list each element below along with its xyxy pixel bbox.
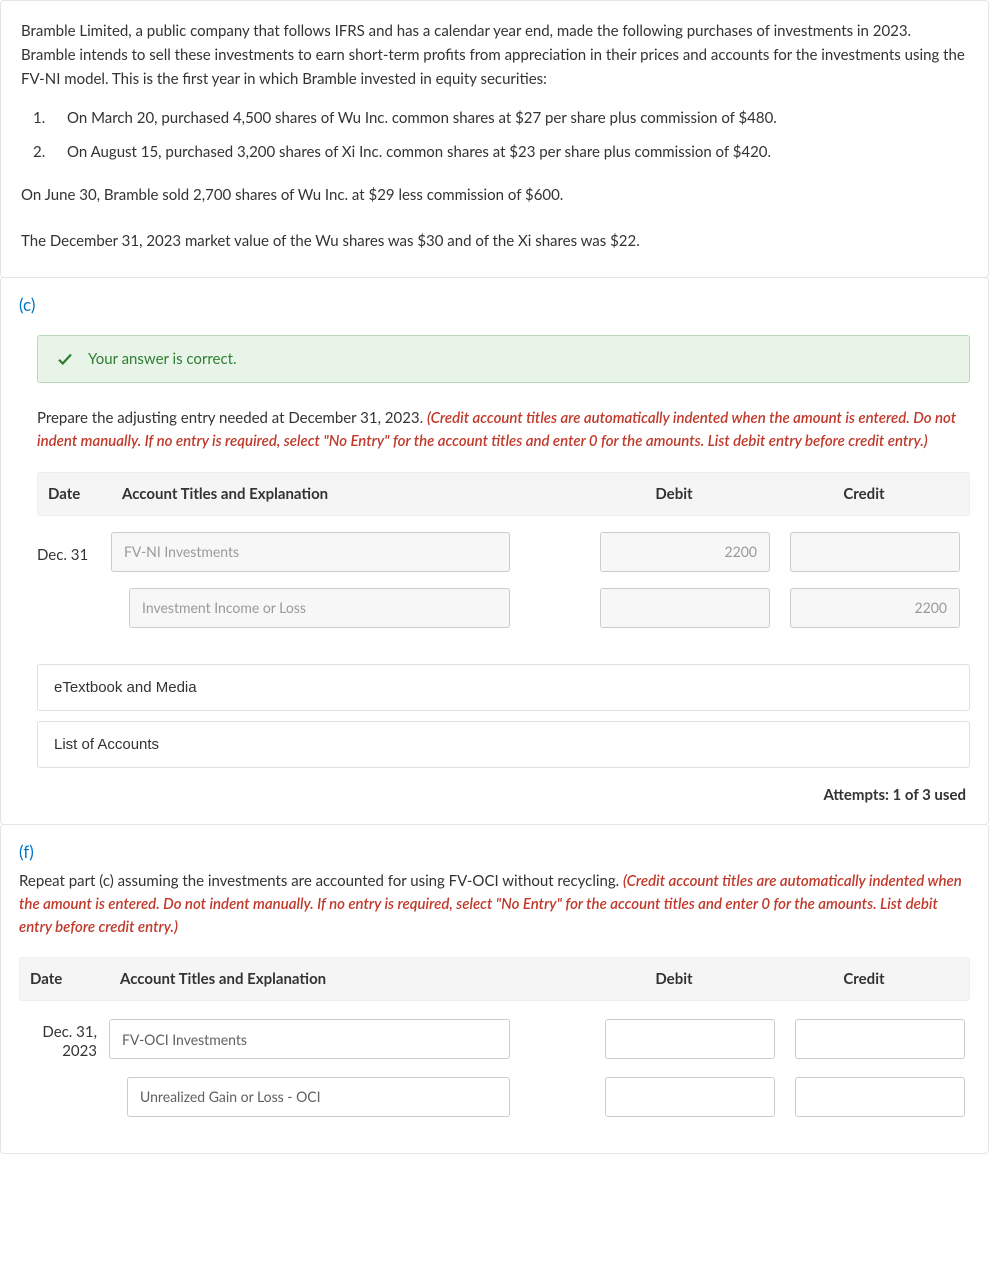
correct-text: Your answer is correct. — [88, 350, 237, 368]
table-row: Dec. 31 FV-NI Investments 2200 — [37, 532, 970, 572]
col-debit-header: Debit — [579, 970, 769, 988]
attempts-text: Attempts: 1 of 3 used — [37, 786, 970, 804]
col-credit-header: Credit — [769, 970, 959, 988]
problem-statement: Bramble Limited, a public company that f… — [0, 0, 989, 278]
part-c: (c) Your answer is correct. Prepare the … — [0, 277, 989, 825]
journal-entry-table-f: Date Account Titles and Explanation Debi… — [19, 957, 970, 1117]
problem-list: 1. On March 20, purchased 4,500 shares o… — [33, 109, 968, 161]
table-row: Dec. 31, 2023 — [19, 1017, 970, 1061]
table-row — [19, 1077, 970, 1117]
table-header: Date Account Titles and Explanation Debi… — [19, 957, 970, 1001]
debit-input[interactable] — [600, 588, 770, 628]
journal-entry-table-c: Date Account Titles and Explanation Debi… — [37, 472, 970, 628]
part-c-label: (c) — [1, 278, 988, 323]
debit-input[interactable] — [605, 1077, 775, 1117]
part-f-label: (f) — [1, 825, 988, 870]
list-item: 1. On March 20, purchased 4,500 shares o… — [33, 109, 968, 127]
row-date: Dec. 31, 2023 — [19, 1017, 109, 1061]
problem-intro: Bramble Limited, a public company that f… — [21, 19, 968, 91]
list-text: On August 15, purchased 3,200 shares of … — [67, 143, 771, 161]
debit-input[interactable]: 2200 — [600, 532, 770, 572]
instr-black: Repeat part (c) assuming the investments… — [19, 872, 623, 890]
account-title-input[interactable]: FV-NI Investments — [111, 532, 510, 572]
account-title-input[interactable] — [109, 1019, 510, 1059]
col-debit-header: Debit — [579, 485, 769, 503]
col-date-header: Date — [30, 970, 120, 988]
list-text: On March 20, purchased 4,500 shares of W… — [67, 109, 777, 127]
problem-para-3: The December 31, 2023 market value of th… — [21, 229, 968, 253]
table-header: Date Account Titles and Explanation Debi… — [37, 472, 970, 516]
etextbook-button[interactable]: eTextbook and Media — [37, 664, 970, 711]
row-date: Dec. 31 — [37, 540, 111, 564]
check-icon — [56, 350, 74, 368]
debit-input[interactable] — [605, 1019, 775, 1059]
list-number: 1. — [33, 109, 67, 127]
credit-input[interactable] — [795, 1019, 965, 1059]
col-acct-header: Account Titles and Explanation — [122, 485, 579, 503]
row-date — [19, 1094, 109, 1100]
credit-input[interactable]: 2200 — [790, 588, 960, 628]
list-of-accounts-button[interactable]: List of Accounts — [37, 721, 970, 768]
credit-input[interactable] — [790, 532, 960, 572]
part-f: (f) Repeat part (c) assuming the investm… — [0, 824, 989, 1154]
instr-black: Prepare the adjusting entry needed at De… — [37, 409, 427, 427]
list-number: 2. — [33, 143, 67, 161]
row-date — [37, 605, 111, 611]
col-credit-header: Credit — [769, 485, 959, 503]
problem-para-2: On June 30, Bramble sold 2,700 shares of… — [21, 183, 968, 207]
account-title-input[interactable]: Investment Income or Loss — [129, 588, 510, 628]
correct-banner: Your answer is correct. — [37, 335, 970, 383]
part-c-instructions: Prepare the adjusting entry needed at De… — [37, 407, 970, 454]
col-date-header: Date — [48, 485, 122, 503]
table-row: Investment Income or Loss 2200 — [37, 588, 970, 628]
col-acct-header: Account Titles and Explanation — [120, 970, 579, 988]
credit-input[interactable] — [795, 1077, 965, 1117]
part-f-instructions: Repeat part (c) assuming the investments… — [19, 870, 970, 940]
list-item: 2. On August 15, purchased 3,200 shares … — [33, 143, 968, 161]
account-title-input[interactable] — [127, 1077, 510, 1117]
